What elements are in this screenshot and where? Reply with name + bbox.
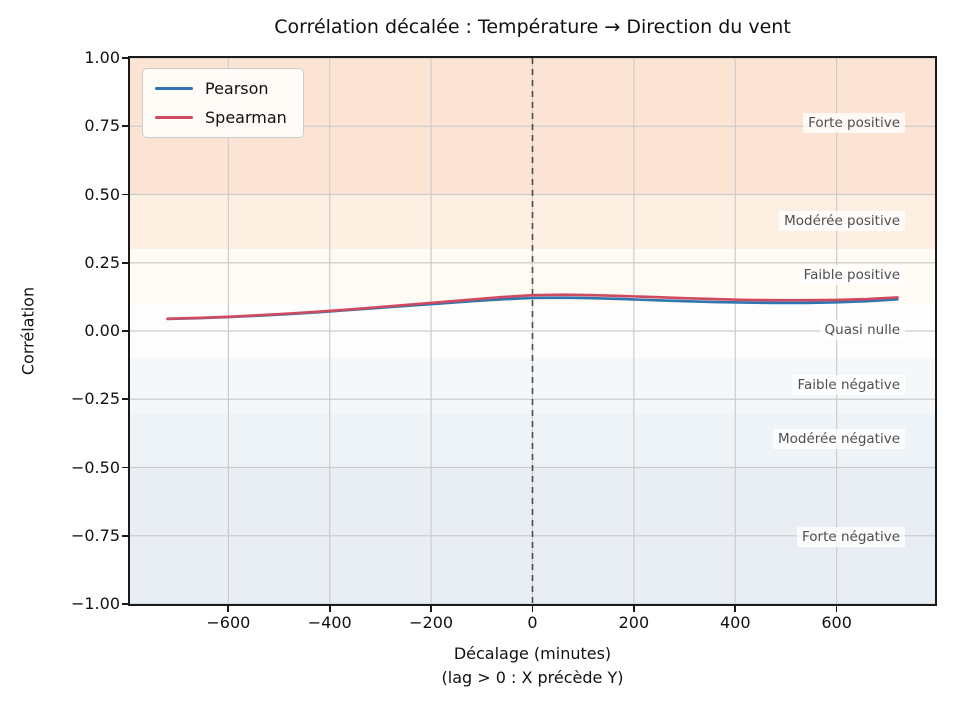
band-label: Faible positive	[798, 265, 905, 286]
band-label: Forte négative	[796, 527, 905, 548]
y-tick-mark	[122, 261, 128, 264]
band-label: Modérée positive	[779, 210, 905, 231]
y-tick-label: −0.50	[70, 457, 120, 477]
plot-area: Forte positive Modérée positive Faible pos…	[128, 56, 937, 606]
x-tick-label: −600	[206, 613, 251, 632]
spearman-line	[166, 293, 899, 321]
band-label: Forte positive	[803, 112, 905, 133]
x-tick-label: 0	[527, 613, 538, 632]
band-label: Quasi nulle	[819, 320, 905, 340]
y-tick-label: −0.75	[70, 525, 120, 545]
x-tick-mark	[531, 606, 534, 612]
legend-item-pearson: Pearson	[155, 79, 287, 98]
legend-item-spearman: Spearman	[155, 108, 287, 127]
x-tick-mark	[328, 606, 331, 612]
y-tick-label: 0.75	[84, 116, 120, 136]
y-tick-label: 0.25	[84, 252, 120, 272]
x-tick-label: −400	[307, 613, 352, 632]
x-tick-mark	[734, 606, 737, 612]
x-tick-label: 600	[821, 613, 852, 632]
y-tick-label: −1.00	[70, 594, 120, 613]
band-label: Modérée négative	[773, 429, 905, 450]
y-tick-mark	[122, 330, 128, 332]
legend-label-spearman: Spearman	[205, 108, 287, 127]
y-tick-mark	[122, 398, 128, 401]
y-tick-mark	[122, 534, 128, 537]
x-tick-mark	[227, 606, 230, 612]
x-tick-mark	[430, 606, 432, 612]
pearson-line-swatch	[155, 86, 193, 91]
x-tick-label: 400	[719, 613, 751, 632]
x-axis-label-note: (lag > 0 : X précède Y)	[441, 668, 624, 687]
x-tick-label: −200	[409, 613, 454, 632]
y-tick-mark	[122, 57, 128, 59]
y-tick-mark	[122, 603, 128, 605]
y-tick-label: 1.00	[84, 48, 120, 67]
y-tick-label: 0.50	[84, 184, 120, 204]
y-tick-label: −0.25	[70, 389, 120, 409]
y-tick-mark	[122, 125, 128, 128]
x-tick-mark	[835, 606, 838, 612]
band-label: Faible négative	[792, 374, 905, 395]
legend: Pearson Spearman	[142, 68, 304, 138]
y-tick-label: 0.00	[84, 321, 120, 340]
y-tick-mark	[122, 466, 128, 469]
spearman-line-swatch	[155, 115, 193, 120]
y-axis-label: Corrélation	[18, 286, 38, 376]
chart-title: Corrélation décalée : Température → Dire…	[274, 16, 791, 38]
x-tick-mark	[632, 606, 635, 612]
legend-label-pearson: Pearson	[205, 79, 269, 98]
y-tick-mark	[122, 193, 128, 196]
x-tick-label: 200	[618, 613, 650, 632]
x-axis-label: Décalage (minutes)	[453, 644, 612, 663]
plot-canvas	[130, 58, 935, 604]
